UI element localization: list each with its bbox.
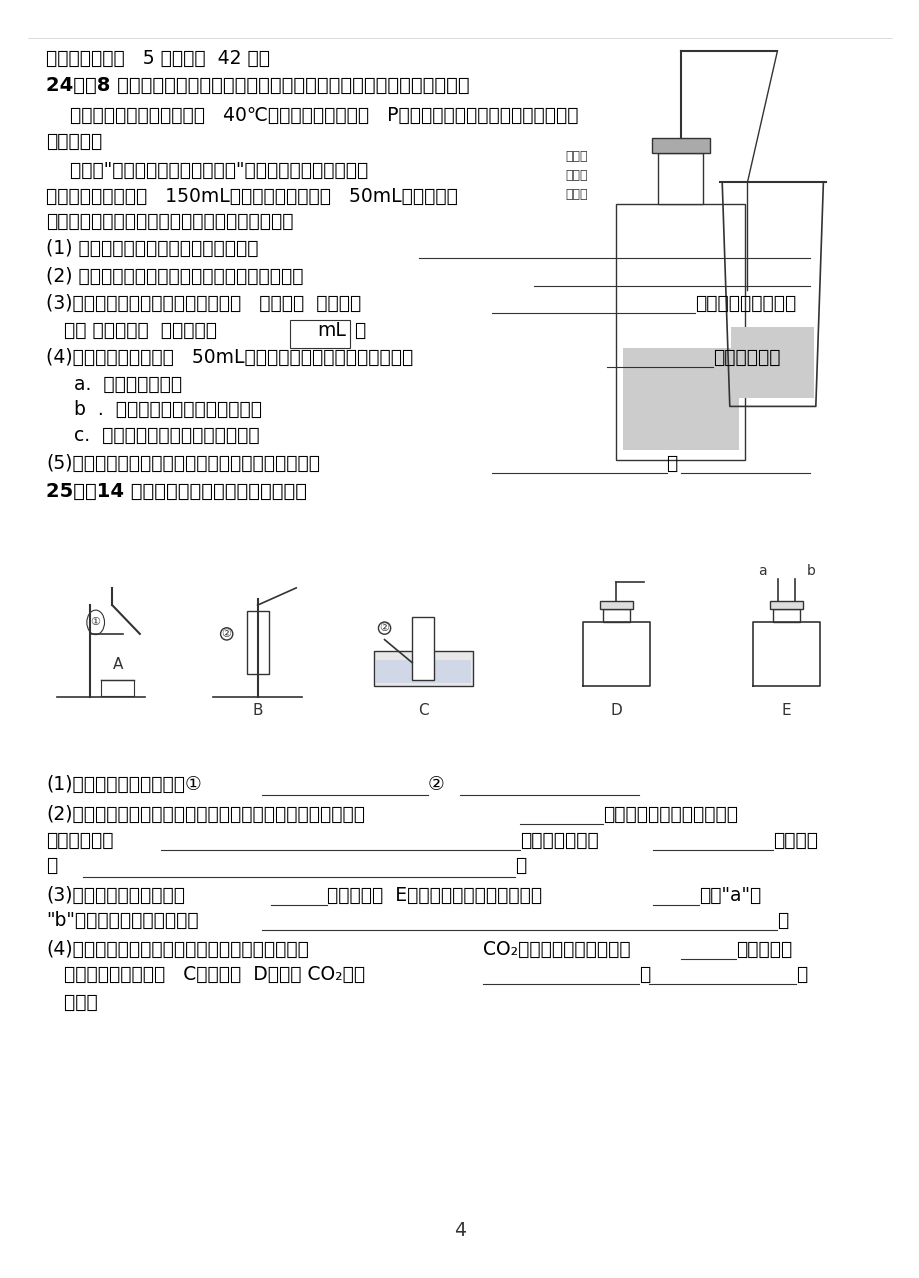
Text: b  .  液封导气管末端以防气体逸出: b . 液封导气管末端以防气体逸出	[74, 400, 261, 419]
Text: (3)收集较纯的氧气可选用: (3)收集较纯的氧气可选用	[46, 886, 185, 905]
Text: 最终 集气瓶中水  的体积约为: 最终 集气瓶中水 的体积约为	[46, 321, 217, 340]
Bar	[289, 320, 349, 348]
Text: （填装置编: （填装置编	[735, 939, 791, 958]
Text: (1) 请写出白磷与氧气反应的文字表达式: (1) 请写出白磷与氧气反应的文字表达式	[46, 239, 258, 258]
Text: 文字表达式为: 文字表达式为	[46, 831, 113, 850]
Text: 。: 。	[515, 856, 526, 875]
Text: (1)写出标号的仪器名称：①: (1)写出标号的仪器名称：①	[46, 774, 201, 794]
Text: 号）；收集装置不选   C，而选择  D是因为 CO₂具有: 号）；收集装置不选 C，而选择 D是因为 CO₂具有	[46, 965, 365, 984]
Text: 、: 、	[665, 454, 676, 473]
Text: ②: ②	[380, 624, 389, 633]
Bar	[603, 608, 629, 622]
Bar	[773, 608, 799, 622]
Bar	[658, 153, 703, 204]
Text: ①: ①	[91, 617, 100, 627]
Text: 4: 4	[453, 1220, 466, 1240]
Text: b: b	[806, 564, 814, 578]
Text: CO₂，应选用的发生装置为: CO₂，应选用的发生装置为	[482, 939, 630, 958]
Text: 如图是"空气中氧气体积分数测定"实验的改进装置．主要操: 如图是"空气中氧气体积分数测定"实验的改进装置．主要操	[46, 161, 368, 180]
Text: （填装置编号），该反应的: （填装置编号），该反应的	[602, 805, 737, 824]
Text: mL: mL	[317, 321, 346, 340]
Bar	[373, 652, 472, 685]
Bar	[616, 204, 744, 460]
Text: E: E	[781, 703, 790, 718]
Text: 已知：在空气中，温度超过   40℃，白磷（化学符号为   P）就可以自燃，即和氧气反应生成五: 已知：在空气中，温度超过 40℃，白磷（化学符号为 P）就可以自燃，即和氧气反应…	[46, 106, 578, 125]
Text: 下端烧: 下端烧	[565, 150, 587, 162]
Bar	[412, 617, 434, 680]
Bar	[599, 601, 632, 608]
Text: ．: ．	[354, 321, 365, 340]
Text: (4)实验室常用大理石块和稀盐酸（液体）反应来制: (4)实验室常用大理石块和稀盐酸（液体）反应来制	[46, 939, 309, 958]
Text: 的: 的	[795, 965, 806, 984]
Bar	[769, 601, 802, 608]
Text: 红热的: 红热的	[565, 169, 587, 181]
Text: ，其作用: ，其作用	[772, 831, 817, 850]
Bar	[731, 327, 813, 399]
Text: ②: ②	[427, 774, 444, 794]
Text: ；若实验非常成功，: ；若实验非常成功，	[694, 294, 795, 313]
Text: ，试管口还缺少: ，试管口还缺少	[519, 831, 598, 850]
Text: 。: 。	[777, 911, 788, 930]
Bar	[622, 348, 738, 450]
Text: 图连好仪器，按下热的玻璃棒，白磷立即被点燃．: 图连好仪器，按下热的玻璃棒，白磷立即被点燃．	[46, 212, 293, 231]
Text: 25．（14 分）请根据下列装置，回答问题：: 25．（14 分）请根据下列装置，回答问题：	[46, 482, 307, 501]
Bar	[246, 611, 268, 675]
Text: （选"a"或: （选"a"或	[698, 886, 761, 905]
Text: 性质。: 性质。	[46, 993, 97, 1012]
Bar	[652, 138, 709, 153]
Text: 、: 、	[639, 965, 650, 984]
Text: (3)白磷从燃烧到熄灭冷却的过程中，   瓶内水面  的变化是: (3)白磷从燃烧到熄灭冷却的过程中， 瓶内水面 的变化是	[46, 294, 361, 313]
Text: D: D	[610, 703, 621, 718]
Text: ②: ②	[221, 629, 232, 639]
Text: 24．（8 分）某化学兴趣小组的同学对空气中氧气含量的测定实验进行探究．: 24．（8 分）某化学兴趣小组的同学对空气中氧气含量的测定实验进行探究．	[46, 75, 469, 95]
Text: (4)集气瓶里预先装进的   50mL水，在实验过程中起到哪些作用？: (4)集气瓶里预先装进的 50mL水，在实验过程中起到哪些作用？	[46, 348, 413, 367]
Text: (2)实验室用加热高锰酸钾的方法制取氧气，选择的发生装置为: (2)实验室用加热高锰酸钾的方法制取氧气，选择的发生装置为	[46, 805, 365, 824]
Text: 是: 是	[46, 856, 57, 875]
Text: 玻璃棒: 玻璃棒	[565, 188, 587, 201]
Text: B: B	[252, 703, 263, 718]
Text: （填写序号）: （填写序号）	[712, 348, 779, 367]
Bar	[375, 661, 471, 684]
Text: a.  加快集气瓶冷却: a. 加快集气瓶冷却	[74, 374, 182, 394]
Text: C: C	[417, 703, 428, 718]
Text: (5)该装置和我们书中的实验装置相比，具有的优点有: (5)该装置和我们书中的实验装置相比，具有的优点有	[46, 454, 320, 473]
Text: a: a	[757, 564, 766, 578]
Text: c.  缓冲集气瓶内气压的骤然升高．: c. 缓冲集气瓶内气压的骤然升高．	[74, 426, 259, 445]
Text: (2) 为了确保实验成功，白磷的量要充足的目的是: (2) 为了确保实验成功，白磷的量要充足的目的是	[46, 267, 303, 286]
Text: "b"）端进入，验满的方法是: "b"）端进入，验满的方法是	[46, 911, 199, 930]
Text: 作是：在实际容积为   150mL的集气瓶里，先装进   50mL的水，再按: 作是：在实际容积为 150mL的集气瓶里，先装进 50mL的水，再按	[46, 187, 458, 206]
Text: 氧化二磷。: 氧化二磷。	[46, 132, 102, 151]
Text: 三、本大题包括   5 小题，共  42 分。: 三、本大题包括 5 小题，共 42 分。	[46, 49, 269, 68]
Text: A: A	[112, 657, 123, 672]
Text: 装置；若用  E装置收集氧气，则氧气应从: 装置；若用 E装置收集氧气，则氧气应从	[326, 886, 541, 905]
